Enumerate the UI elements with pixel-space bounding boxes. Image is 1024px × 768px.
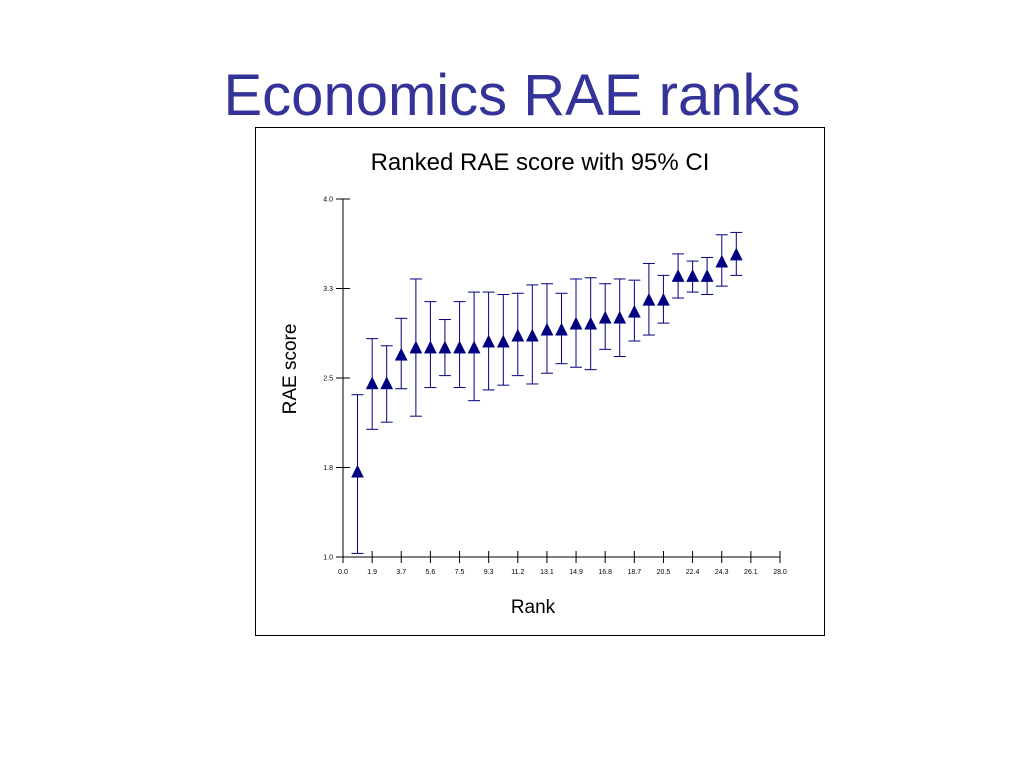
data-point	[613, 278, 627, 358]
data-point	[496, 293, 510, 386]
x-tick-label: 28.0	[773, 569, 787, 576]
triangle-marker	[540, 322, 554, 336]
data-point	[700, 256, 714, 295]
x-tick-label: 9.3	[484, 569, 494, 576]
data-point	[511, 292, 525, 377]
axes: 1.0 1.8 2.5 3.3 4.0 0.0 1.9 3.7 5.6 7.5 9.3 11.2 13.…	[323, 197, 787, 577]
x-tick-label: 7.5	[455, 569, 465, 576]
triangle-marker	[729, 247, 743, 261]
y-tick-label: 1.0	[323, 555, 333, 562]
data-point	[671, 253, 685, 299]
data-point	[453, 301, 466, 389]
triangle-marker	[409, 340, 423, 354]
data-point	[365, 338, 379, 430]
data-marks	[351, 231, 743, 554]
x-axis-title: Rank	[511, 597, 556, 618]
data-point	[686, 260, 700, 293]
data-point	[715, 234, 729, 287]
data-point	[423, 301, 437, 389]
x-tick-label: 11.2	[511, 569, 524, 576]
data-point	[438, 319, 452, 377]
y-tick-label: 4.0	[323, 197, 333, 204]
triangle-marker	[657, 292, 670, 306]
x-tick-label: 0.0	[338, 569, 348, 576]
y-tick-label: 2.5	[323, 376, 333, 383]
triangle-marker	[380, 376, 394, 390]
x-tick-label: 20.5	[657, 569, 671, 576]
data-point	[351, 394, 364, 554]
triangle-marker	[496, 334, 510, 348]
triangle-marker	[394, 347, 408, 361]
triangle-marker	[686, 269, 700, 282]
x-tick-label: 5.6	[426, 569, 436, 576]
x-tick-label: 22.4	[686, 569, 700, 576]
chart-frame: Ranked RAE score with 95% CI Rank RAE sc…	[255, 127, 825, 636]
triangle-marker	[438, 340, 452, 354]
x-tick-label: 26.1	[744, 569, 758, 576]
chart-plot: Ranked RAE score with 95% CI Rank RAE sc…	[280, 149, 787, 618]
x-tick-label: 3.7	[396, 569, 406, 576]
data-point	[569, 278, 583, 368]
data-point	[584, 277, 598, 371]
x-tick-label: 1.9	[367, 569, 377, 576]
triangle-marker	[584, 316, 598, 330]
triangle-marker	[671, 269, 685, 282]
triangle-marker	[365, 376, 379, 390]
triangle-marker	[715, 254, 729, 268]
slide-title: Economics RAE ranks	[223, 63, 801, 128]
triangle-marker	[613, 310, 627, 324]
triangle-marker	[627, 304, 641, 318]
triangle-marker	[511, 328, 525, 342]
triangle-marker	[525, 328, 539, 342]
triangle-marker	[482, 334, 496, 348]
triangle-marker	[569, 316, 583, 330]
y-tick-label: 1.8	[323, 465, 333, 472]
y-tick-label: 3.3	[323, 286, 333, 293]
data-point	[380, 345, 394, 423]
data-point	[657, 274, 670, 324]
triangle-marker	[642, 292, 656, 306]
x-tick-label: 18.7	[628, 569, 642, 576]
triangle-marker	[351, 464, 364, 478]
data-point	[482, 291, 496, 391]
triangle-marker	[555, 322, 568, 336]
data-point	[642, 262, 656, 336]
data-point	[729, 231, 743, 276]
x-tick-label: 14.9	[569, 569, 583, 576]
data-point	[525, 284, 539, 385]
data-point	[409, 278, 423, 417]
data-point	[598, 283, 612, 350]
data-point	[555, 292, 568, 365]
triangle-marker	[423, 340, 437, 354]
y-axis-title: RAE score	[280, 324, 301, 415]
x-tick-label: 16.8	[598, 569, 612, 576]
triangle-marker	[467, 340, 481, 354]
x-tick-label: 24.3	[715, 569, 729, 576]
data-point	[627, 279, 641, 342]
triangle-marker	[453, 340, 466, 354]
data-point	[394, 317, 408, 390]
data-point	[540, 283, 554, 374]
triangle-marker	[700, 269, 714, 282]
data-point	[467, 291, 481, 402]
chart-title: Ranked RAE score with 95% CI	[371, 149, 710, 176]
triangle-marker	[598, 310, 612, 324]
x-tick-label: 13.1	[540, 569, 554, 576]
